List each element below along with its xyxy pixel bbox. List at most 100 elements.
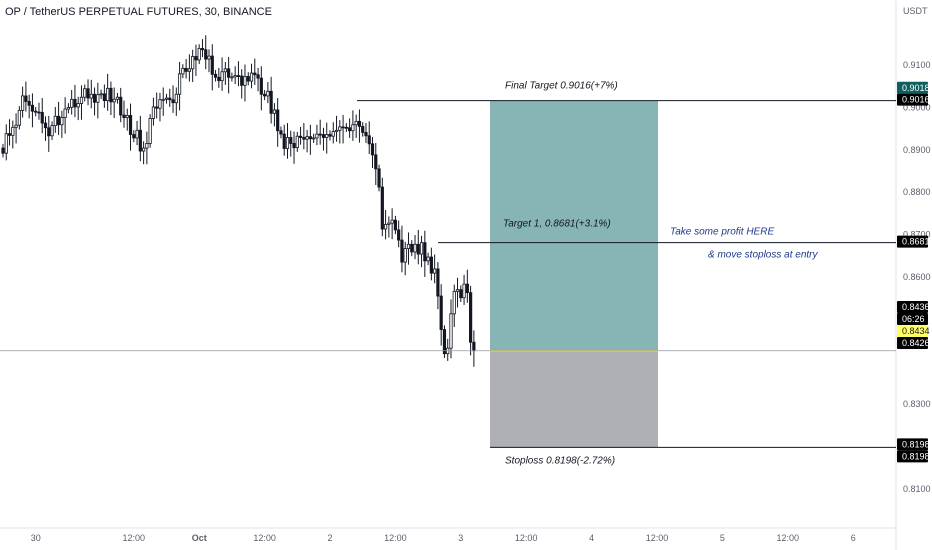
loss-zone[interactable] [490,350,658,448]
price-tag[interactable] [897,450,928,463]
candle-body [223,68,227,73]
candle-body [331,131,335,137]
candle-body [459,289,463,299]
candle-body [171,99,175,104]
candle-body [53,115,57,127]
candle-body [243,76,247,86]
candle-body [315,133,319,139]
candle-body [364,131,368,137]
candle-body [465,283,469,294]
candle-body [354,120,358,126]
final-target-label[interactable]: Final Target 0.9016(+7%) [505,81,618,92]
candle-body [383,223,388,230]
profit-zone[interactable] [490,100,658,351]
candle-body [462,283,466,299]
candle-body [102,93,106,102]
price-tag-text: 0.8436 [902,302,930,312]
stoploss-note-label[interactable]: & move stoploss at entry [708,250,818,261]
profit-note-label[interactable]: Take some profit HERE [670,227,774,238]
price-tick-label: 0.8600 [903,272,931,282]
candle-body [455,289,460,292]
candle-body [374,154,378,170]
candle-body [298,135,303,138]
level-lines[interactable] [0,100,896,448]
candle-body [256,74,260,79]
candle-body [403,248,407,263]
candle-body [233,75,237,78]
candle-body [236,75,241,77]
position-zones[interactable] [490,100,658,448]
candle-body [34,110,38,113]
candle-body [17,109,21,126]
candle-body [79,96,84,104]
candle-body [151,106,156,119]
candle-body [423,242,427,262]
stoploss-label[interactable]: Stoploss 0.8198(-2.72%) [505,455,615,466]
candle-body [416,243,420,255]
candle-body [112,98,116,103]
time-tick-label: 12:00 [777,533,800,543]
candle-body [472,341,476,352]
candle-body [142,147,146,152]
candle-body [312,137,316,140]
candle-body [148,118,152,144]
candle-body [174,93,178,104]
candle-body [83,88,87,98]
candle-body [302,137,306,140]
candle-body [99,93,103,96]
candle-body [177,73,182,95]
candle-body [30,104,35,112]
candle-body [348,127,352,132]
price-tag[interactable] [897,313,928,325]
candle-body [128,115,133,135]
chart-title: OP / TetherUS PERPETUAL FUTURES, 30, BIN… [5,6,272,18]
candle-body [367,135,371,145]
candle-body [132,134,136,139]
price-tick-label: 0.8300 [903,399,931,409]
candle-body [145,143,149,149]
candle-body [344,126,348,129]
candle-body [341,126,345,129]
candle-body [138,129,142,152]
candle-body [305,136,309,140]
price-tag[interactable] [897,81,928,94]
time-tick-label: Oct [192,533,207,543]
price-axis[interactable]: 0.9100 0.9000 0.8900 0.8800 0.8700 0.8600 0.83… [897,60,931,494]
currency-label: USDT [903,6,928,16]
price-tag[interactable] [897,325,928,337]
price-tag[interactable] [897,235,928,248]
candle-body [210,55,214,75]
price-tag[interactable] [897,438,928,451]
price-tag-text: 06:26 [902,314,925,324]
candle-body [89,93,93,99]
time-tick-label: 12:00 [384,533,407,543]
time-tick-label: 2 [327,533,332,543]
candle-body [27,101,31,106]
candle-body [164,97,169,100]
candle-body [272,109,277,114]
candle-body [436,268,440,297]
candle-body [213,73,218,78]
target1-label[interactable]: Target 1, 0.8681(+3.1%) [503,219,611,230]
candle-body [393,219,398,231]
price-tag[interactable] [897,337,928,349]
candle-body [406,243,411,249]
candle-body [86,88,90,99]
candle-body [1,147,5,154]
candle-body [122,114,126,118]
price-tag[interactable] [897,93,928,106]
price-tick-label: 0.8700 [903,230,931,240]
candle-body [204,49,208,60]
time-tick-label: 12:00 [253,533,276,543]
candle-body [413,243,417,253]
price-tag-text: 0.8198 [902,451,930,461]
candle-body [452,290,456,315]
time-tick-label: 5 [720,533,725,543]
candle-body [249,72,254,82]
candle-body [390,219,394,224]
price-tag[interactable] [897,301,928,313]
time-axis[interactable]: 30 12:00 Oct 12:00 2 12:00 3 12:00 4 12:00 5 12:00 6 [31,533,856,543]
annotations[interactable]: Final Target 0.9016(+7%) Target 1, 0.8681… [503,81,818,467]
